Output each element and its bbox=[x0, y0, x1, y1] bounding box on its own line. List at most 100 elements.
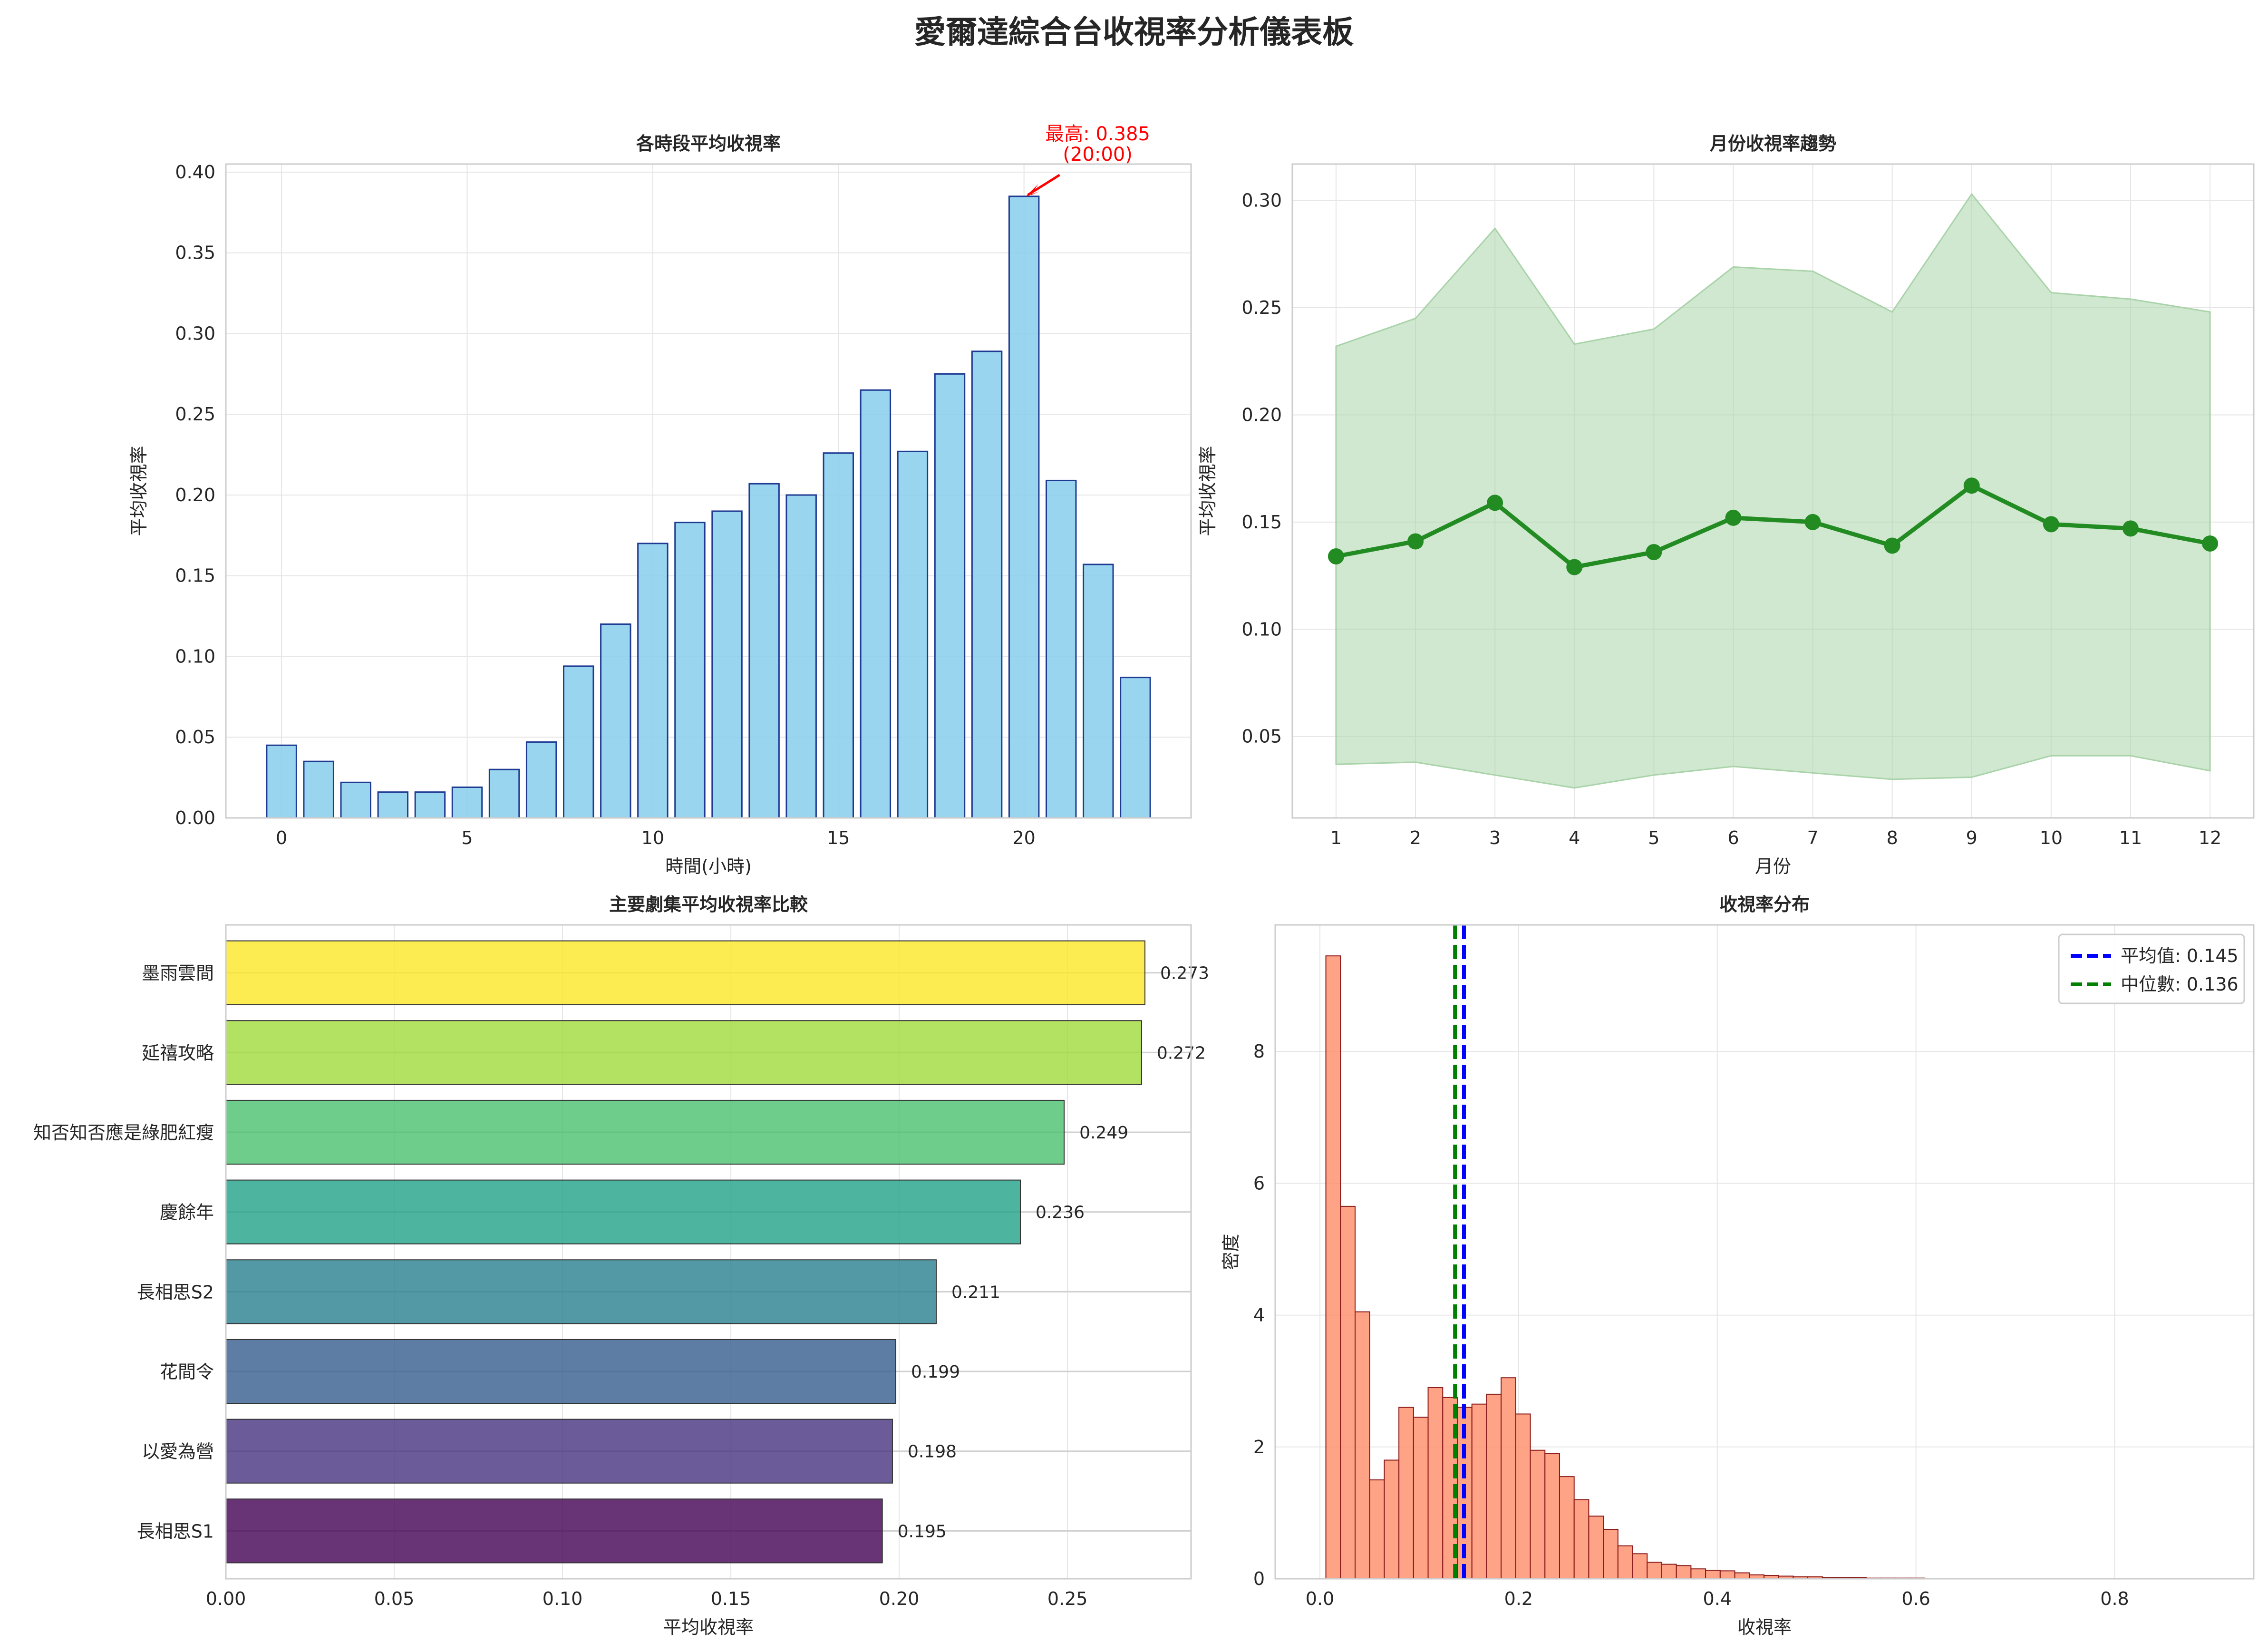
trend-point bbox=[1725, 509, 1742, 526]
y-tick-label: 0.20 bbox=[1241, 404, 1282, 425]
drama-bar bbox=[225, 1259, 937, 1324]
x-tick-label: 8 bbox=[1887, 827, 1898, 848]
hour-bar bbox=[1120, 677, 1151, 819]
histogram-bin bbox=[1559, 1476, 1575, 1579]
histogram-bin bbox=[1617, 1545, 1633, 1579]
histogram-bin bbox=[1486, 1393, 1502, 1580]
x-tick-label: 0.25 bbox=[1047, 1588, 1088, 1609]
bar-value-label: 0.273 bbox=[1160, 964, 1209, 983]
histogram-bin bbox=[1369, 1479, 1385, 1579]
x-tick-label: 12 bbox=[2199, 827, 2221, 848]
x-tick-label: 0.0 bbox=[1306, 1588, 1334, 1609]
histogram-bin bbox=[1647, 1562, 1662, 1580]
hour-bar bbox=[525, 741, 557, 819]
hour-bar bbox=[823, 452, 854, 819]
hourly-bar-chart: 各時段平均收視率 0 5 10 15 20 0.00 0.05 0.10 0.15 0.20 0.25… bbox=[128, 123, 1192, 877]
histogram-bin bbox=[1603, 1529, 1619, 1580]
hour-bar bbox=[488, 768, 520, 819]
x-tick-label: 10 bbox=[2040, 827, 2063, 848]
histogram-bin bbox=[1690, 1568, 1706, 1580]
x-tick-label: 0 bbox=[276, 827, 287, 848]
bar-value-label: 0.211 bbox=[951, 1283, 1000, 1302]
drama-name-label: 慶餘年 bbox=[160, 1202, 214, 1223]
legend-mean-label: 平均值: 0.145 bbox=[2121, 945, 2239, 966]
chart-title: 主要劇集平均收視率比較 bbox=[609, 894, 808, 915]
bar-value-label: 0.195 bbox=[898, 1522, 947, 1541]
histogram-bin bbox=[1544, 1453, 1560, 1579]
y-tick-label: 0.05 bbox=[175, 727, 215, 748]
x-tick-label: 0.05 bbox=[374, 1588, 415, 1609]
dashboard-title: 愛爾達綜合台收視率分析儀表板 bbox=[914, 14, 1354, 50]
chart-title: 收視率分布 bbox=[1719, 894, 1810, 915]
drama-bar bbox=[225, 1498, 883, 1564]
histogram-bin bbox=[1325, 955, 1341, 1579]
x-axis-label: 平均收視率 bbox=[663, 1617, 754, 1638]
y-axis-label: 平均收視率 bbox=[128, 446, 149, 536]
hour-bar bbox=[1008, 195, 1040, 819]
bar-value-label: 0.236 bbox=[1036, 1203, 1085, 1223]
drama-name-label: 以愛為營 bbox=[142, 1441, 214, 1462]
x-tick-label: 10 bbox=[641, 827, 664, 848]
y-axis-label: 密度 bbox=[1221, 1234, 1241, 1270]
histogram-bin bbox=[1471, 1403, 1487, 1580]
hour-bar bbox=[711, 510, 743, 819]
y-tick-label: 0.30 bbox=[1241, 190, 1282, 211]
histogram-bin bbox=[1340, 1205, 1356, 1579]
bar-value-label: 0.249 bbox=[1079, 1123, 1128, 1143]
histogram-bin bbox=[1676, 1565, 1692, 1580]
trend-point bbox=[2043, 516, 2059, 533]
x-tick-label: 0.8 bbox=[2100, 1588, 2129, 1609]
y-tick-label: 0 bbox=[1253, 1568, 1265, 1589]
y-tick-label: 8 bbox=[1253, 1041, 1265, 1062]
y-tick-label: 0.05 bbox=[1241, 726, 1282, 747]
drama-bar bbox=[225, 1339, 897, 1404]
trend-point bbox=[1963, 477, 1980, 494]
histogram-bin bbox=[1515, 1413, 1531, 1579]
hour-bar bbox=[897, 450, 929, 819]
y-tick-label: 0.35 bbox=[175, 243, 215, 263]
histogram-bin bbox=[1530, 1449, 1546, 1579]
x-tick-label: 11 bbox=[2119, 827, 2142, 848]
hour-bar bbox=[303, 760, 334, 819]
y-tick-label: 0.30 bbox=[175, 323, 215, 344]
x-axis-label: 收視率 bbox=[1737, 1617, 1792, 1638]
drama-name-label: 延禧攻略 bbox=[142, 1042, 214, 1063]
hour-bar bbox=[377, 791, 409, 819]
histogram-bin bbox=[1588, 1516, 1604, 1579]
x-axis-label: 月份 bbox=[1755, 856, 1791, 877]
x-tick-label: 1 bbox=[1330, 827, 1342, 848]
x-tick-label: 5 bbox=[1648, 827, 1659, 848]
x-axis-label: 時間(小時) bbox=[665, 856, 752, 877]
range-band bbox=[1335, 193, 2211, 789]
histogram-bin bbox=[1427, 1387, 1444, 1579]
x-tick-label: 0.6 bbox=[1901, 1588, 1930, 1609]
hour-bar bbox=[860, 389, 892, 819]
hour-bar bbox=[674, 522, 706, 819]
trend-point bbox=[1884, 537, 1900, 554]
x-tick-label: 9 bbox=[1966, 827, 1977, 848]
hour-bar bbox=[414, 791, 446, 819]
trend-point bbox=[1804, 514, 1821, 530]
x-tick-label: 0.2 bbox=[1504, 1588, 1533, 1609]
drama-name-label: 長相思S1 bbox=[137, 1521, 214, 1542]
histogram-bin bbox=[1719, 1570, 1735, 1580]
drama-name-label: 長相思S2 bbox=[137, 1282, 214, 1302]
plot-frame bbox=[1291, 163, 2255, 819]
trend-point bbox=[1407, 533, 1424, 550]
trend-point bbox=[1646, 544, 1662, 560]
y-tick-label: 4 bbox=[1253, 1305, 1265, 1326]
y-tick-label: 0.00 bbox=[175, 807, 215, 828]
hour-bar bbox=[451, 786, 483, 819]
hour-bar bbox=[934, 373, 966, 819]
drama-bar bbox=[225, 1099, 1065, 1165]
hour-bar bbox=[340, 781, 371, 819]
y-tick-label: 2 bbox=[1253, 1437, 1265, 1458]
x-tick-label: 0.20 bbox=[879, 1588, 920, 1609]
drama-bar bbox=[225, 1179, 1021, 1244]
annotation-arrowhead bbox=[1026, 184, 1040, 196]
trend-point bbox=[1487, 495, 1503, 511]
histogram-bin bbox=[1661, 1564, 1677, 1580]
x-tick-label: 0.00 bbox=[206, 1588, 246, 1609]
